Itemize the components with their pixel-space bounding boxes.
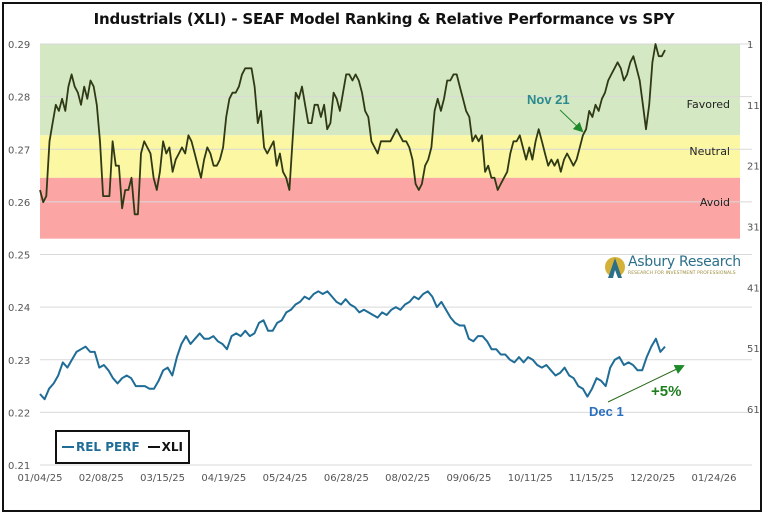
series-lines <box>39 43 666 401</box>
x-tick-label: 06/28/25 <box>324 473 369 484</box>
right-tick-label: 11 <box>747 101 760 112</box>
left-tick-label: 0.27 <box>8 145 30 156</box>
series-line-xli <box>39 43 666 216</box>
series-line-rel-perf <box>39 290 666 401</box>
chart-legend: REL PERF XLI <box>55 430 190 464</box>
right-tick-label: 31 <box>747 223 760 234</box>
x-tick-label: 08/02/25 <box>385 473 430 484</box>
logo-mark-icon <box>605 257 625 278</box>
chart-title: Industrials (XLI) - SEAF Model Ranking &… <box>93 10 675 28</box>
x-tick-label: 10/11/25 <box>508 473 553 484</box>
left-tick-label: 0.25 <box>8 251 30 262</box>
annotation-dec-1: Dec 1 <box>589 404 624 419</box>
x-tick-label: 12/20/25 <box>630 473 675 484</box>
legend-swatch-xli <box>147 446 160 448</box>
legend-item-xli: XLI <box>147 440 184 454</box>
x-tick-label: 01/24/26 <box>692 473 737 484</box>
zone-avoid <box>40 177 740 239</box>
annotations: Nov 21 Dec 1 +5% <box>527 92 685 419</box>
x-tick-label: 09/06/25 <box>446 473 491 484</box>
zone-label-favored: Favored <box>687 98 730 111</box>
left-axis-ticks: 0.29 0.28 0.27 0.26 0.25 0.24 0.23 0.22 0.21 <box>8 40 30 472</box>
x-axis-ticks: 01/04/25 02/08/25 03/15/25 04/19/25 05/24/25… <box>18 473 737 484</box>
left-tick-label: 0.29 <box>8 40 30 51</box>
annotation-plus-5: +5% <box>651 383 681 400</box>
annotation-arrow-plus-5 <box>607 364 685 403</box>
x-tick-label: 04/19/25 <box>201 473 246 484</box>
annotation-arrow-nov-21 <box>559 109 584 133</box>
left-tick-label: 0.26 <box>8 198 30 209</box>
zone-neutral <box>40 135 740 178</box>
legend-item-rel-perf: REL PERF <box>61 440 140 454</box>
right-tick-label: 61 <box>747 405 760 416</box>
zone-bands <box>40 44 740 239</box>
right-tick-label: 41 <box>747 283 760 294</box>
x-tick-label: 03/15/25 <box>140 473 185 484</box>
gridlines <box>40 43 752 466</box>
zone-label-neutral: Neutral <box>689 145 730 158</box>
zone-favored <box>40 44 740 136</box>
right-tick-label: 21 <box>747 162 760 173</box>
legend-swatch-rel-perf <box>61 446 74 448</box>
logo-tagline: RESEARCH FOR INVESTMENT PROFESSIONALS <box>628 271 736 276</box>
asbury-logo: Asbury Research RESEARCH FOR INVESTMENT … <box>604 254 744 282</box>
right-tick-label: 51 <box>747 344 760 355</box>
left-tick-label: 0.28 <box>8 93 30 104</box>
right-tick-label: 1 <box>747 40 753 51</box>
left-tick-label: 0.23 <box>8 356 30 367</box>
annotation-nov-21: Nov 21 <box>527 92 570 107</box>
zone-labels: Favored Neutral Avoid <box>687 98 730 209</box>
x-tick-label: 11/15/25 <box>569 473 614 484</box>
left-tick-label: 0.22 <box>8 408 30 419</box>
x-tick-label: 05/24/25 <box>263 473 308 484</box>
logo-name: Asbury Research <box>628 254 741 270</box>
left-tick-label: 0.21 <box>8 461 30 472</box>
legend-label-xli: XLI <box>161 440 184 454</box>
x-tick-label: 02/08/25 <box>79 473 124 484</box>
zone-label-avoid: Avoid <box>700 196 730 209</box>
legend-label-rel-perf: REL PERF <box>75 440 140 454</box>
left-tick-label: 0.24 <box>8 303 30 314</box>
x-tick-label: 01/04/25 <box>18 473 63 484</box>
